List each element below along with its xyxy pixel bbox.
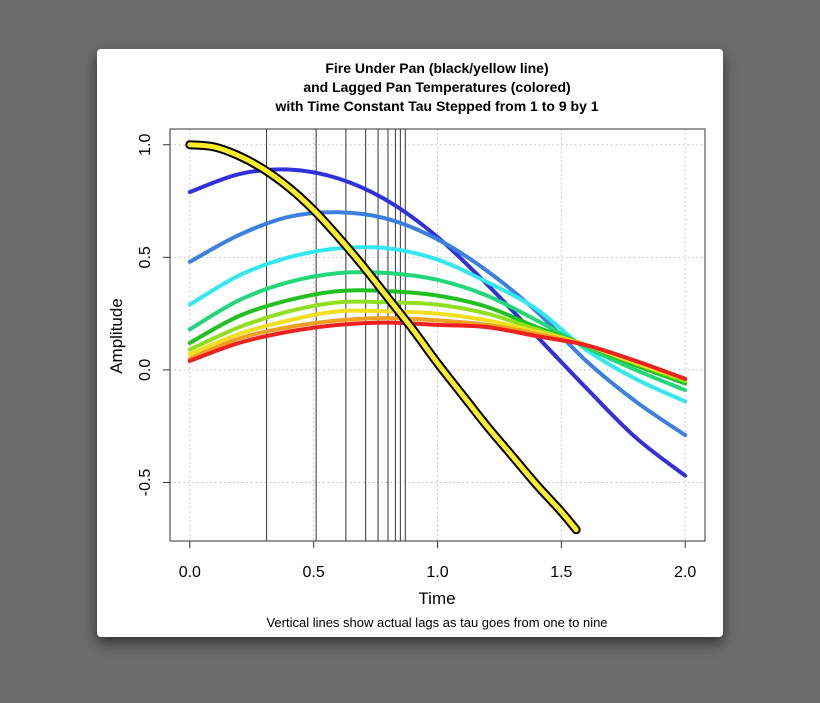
caption: Vertical lines show actual lags as tau g… — [266, 615, 607, 630]
title-line-2: and Lagged Pan Temperatures (colored) — [303, 79, 570, 95]
x-tick-label-3: 1.5 — [550, 564, 572, 581]
y-axis: -0.5 0.0 0.5 1.0 — [137, 134, 171, 497]
lagged-series-tau-2 — [187, 210, 688, 438]
y-tick-label-3: 1.0 — [137, 134, 154, 156]
x-axis: 0.0 0.5 1.0 1.5 2.0 — [179, 540, 696, 581]
x-tick-label-1: 0.5 — [303, 564, 325, 581]
x-axis-label: Time — [418, 589, 455, 608]
y-tick-label-0: -0.5 — [137, 469, 154, 497]
x-tick-label-2: 1.0 — [426, 564, 448, 581]
title-line-1: Fire Under Pan (black/yellow line) — [325, 60, 548, 76]
lagged-series-tau-3 — [187, 245, 688, 404]
chart: Fire Under Pan (black/yellow line) and L… — [107, 60, 706, 630]
x-tick-label-4: 2.0 — [674, 564, 696, 581]
chart-card: Fire Under Pan (black/yellow line) and L… — [97, 49, 723, 637]
y-axis-label: Amplitude — [107, 298, 126, 374]
chart-title: Fire Under Pan (black/yellow line) and L… — [274, 60, 598, 114]
y-tick-label-2: 0.5 — [137, 246, 154, 268]
plot-area — [185, 140, 688, 535]
y-tick-label-1: 0.0 — [137, 359, 154, 381]
fire-series — [187, 142, 579, 533]
lagged-series-tau-4 — [187, 270, 688, 393]
title-line-3: with Time Constant Tau Stepped from 1 to… — [274, 98, 598, 114]
lagged-series-tau-9 — [187, 320, 688, 381]
x-tick-label-0: 0.0 — [179, 564, 201, 581]
